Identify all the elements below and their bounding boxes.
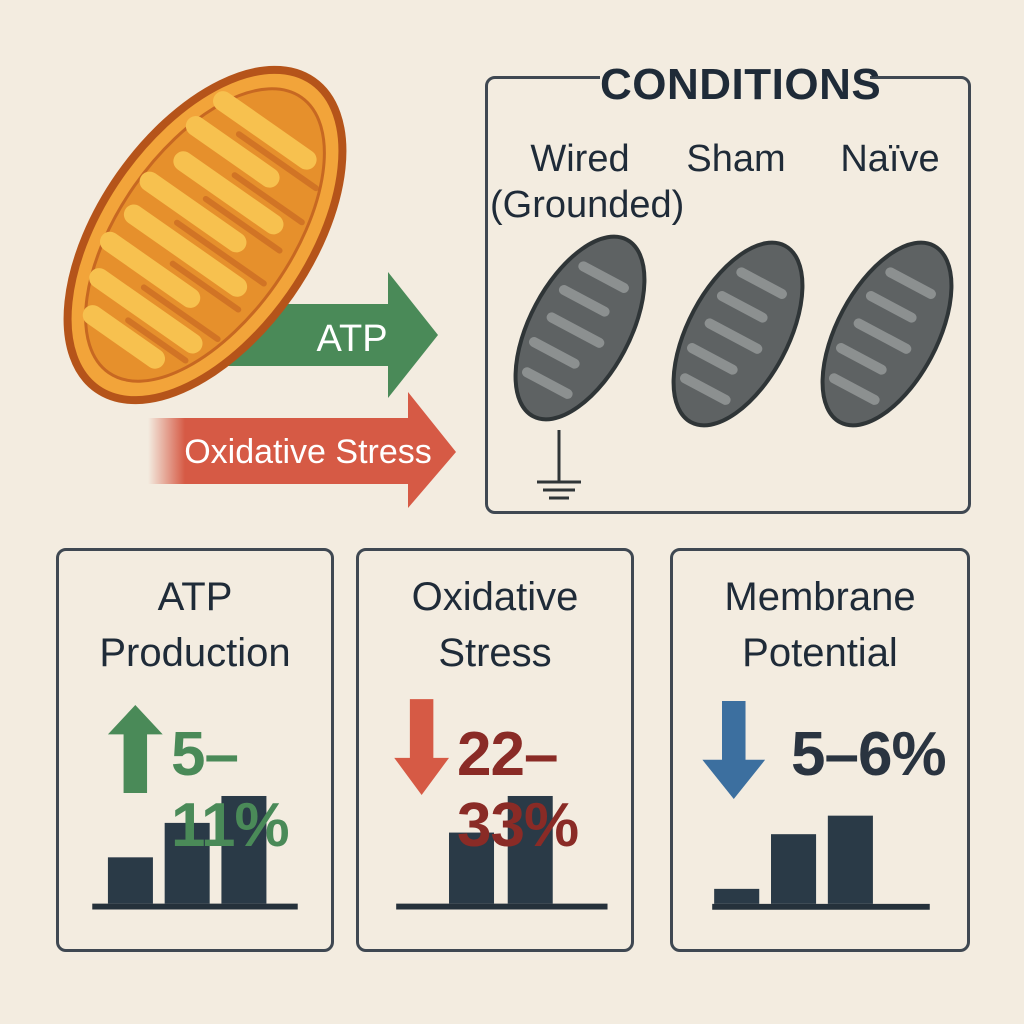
oxidative-stress-arrow: Oxidative Stress: [148, 392, 456, 508]
mitochondrion-icon: [63, 65, 347, 405]
metric-value: 5–6%: [791, 720, 947, 789]
atp-arrow: ATP: [208, 272, 438, 398]
condition-label-sham: Sham: [686, 138, 786, 180]
bar: [164, 822, 210, 904]
bar: [827, 815, 873, 904]
metric-art: [92, 704, 298, 910]
oxidative-stress-arrow-label: Oxidative Stress: [184, 433, 432, 471]
metric-title-line1: ATP: [157, 575, 233, 619]
metric-title: Oxidative Stress: [359, 569, 631, 681]
condition-wired-line1: Wired: [530, 138, 630, 180]
metric-card-membrane-potential: Membrane Potential 5–6%: [670, 548, 970, 952]
metric-title: ATP Production: [59, 569, 331, 681]
metric-title-line2: Stress: [438, 631, 552, 675]
metric-title: Membrane Potential: [673, 569, 967, 681]
metric-title-line1: Oxidative: [411, 575, 579, 619]
mitochondrion-icon: [671, 240, 805, 428]
bar: [107, 857, 153, 904]
metric-art: [394, 699, 608, 910]
bar: [449, 832, 495, 904]
metric-value: 22–33%: [457, 720, 579, 860]
metric-art: [702, 701, 930, 910]
bar: [771, 834, 817, 904]
mitochondrion-icon: [820, 240, 954, 428]
condition-wired-line2: (Grounded): [490, 184, 685, 226]
metric-title-line2: Production: [99, 631, 291, 675]
condition-label-wired: Wired (Grounded): [490, 136, 685, 228]
bar: [507, 795, 553, 904]
bar-chart-icon: [714, 815, 873, 904]
metric-title-line1: Membrane: [724, 575, 916, 619]
atp-arrow-label: ATP: [316, 318, 387, 360]
metric-value: 5–11%: [171, 720, 290, 860]
arrow-up-icon: [107, 704, 163, 794]
bar-chart-icon: [107, 795, 267, 904]
metric-card-oxidative-stress: Oxidative Stress 22–33%: [356, 548, 634, 952]
arrow-down-icon: [394, 699, 450, 796]
conditions-title: CONDITIONS: [600, 58, 881, 112]
metric-title-line2: Potential: [742, 631, 898, 675]
grounded-mitochondrion-icon: [513, 234, 647, 500]
arrow-down-icon: [702, 701, 766, 799]
bar: [221, 795, 267, 904]
condition-label-naive: Naïve: [840, 138, 940, 180]
bar: [714, 888, 760, 904]
bar-chart-icon: [449, 795, 553, 904]
metric-card-atp-production: ATP Production 5–11%: [56, 548, 334, 952]
conditions-illustrations: [513, 234, 954, 500]
hero-illustration: ATP Oxidative Stress: [63, 65, 456, 508]
